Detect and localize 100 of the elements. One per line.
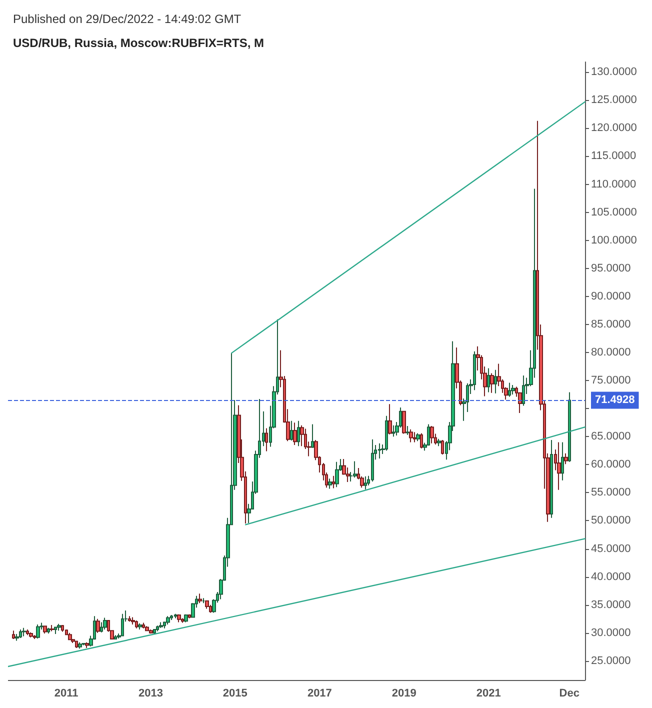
y-tick-label: 55.0000	[591, 486, 631, 499]
y-tick-label: 110.0000	[591, 178, 636, 190]
candlestick	[26, 629, 29, 636]
x-tick-label: 2013	[138, 688, 164, 700]
candlestick	[335, 461, 339, 488]
candlestick	[297, 420, 300, 447]
candlestick	[159, 622, 163, 628]
candlestick	[420, 432, 423, 449]
candlestick	[353, 460, 357, 478]
candlestick	[511, 384, 515, 396]
candlestick	[198, 593, 202, 604]
candlestick	[43, 625, 47, 634]
candlestick	[61, 624, 64, 632]
candlestick	[149, 629, 153, 634]
candlestick	[378, 442, 381, 459]
x-tick-label: 2011	[54, 688, 78, 700]
candlestick	[561, 442, 564, 481]
candlestick	[138, 622, 142, 630]
candlestick	[430, 425, 434, 444]
candlestick	[177, 614, 181, 623]
y-tick-label: 130.0000	[591, 66, 637, 78]
candlestick	[557, 442, 561, 490]
candlestick	[568, 392, 571, 462]
candlestick	[265, 428, 268, 452]
candlestick	[82, 642, 85, 646]
y-tick-label: 75.0000	[591, 374, 631, 387]
x-tick-label: 2019	[392, 688, 416, 700]
candlestick	[12, 630, 15, 640]
x-tick-label: Dec	[559, 688, 580, 700]
candlestick	[22, 627, 26, 637]
candlestick	[54, 626, 57, 635]
candlestick	[413, 432, 416, 443]
candlestick	[166, 616, 170, 625]
y-tick-label: 80.0000	[591, 346, 631, 358]
candlestick	[508, 382, 511, 398]
candlestick	[174, 613, 177, 619]
candlestick	[406, 425, 409, 436]
candlestick	[385, 415, 388, 452]
candlestick	[47, 627, 50, 634]
candlestick	[409, 428, 413, 443]
candlestick	[290, 420, 293, 442]
candlestick	[564, 452, 568, 465]
candlestick	[311, 424, 314, 448]
candlestick	[68, 632, 72, 641]
y-tick-label: 85.0000	[591, 318, 631, 330]
candlestick	[181, 618, 184, 624]
candlestick	[388, 404, 392, 435]
candlestick	[78, 642, 82, 650]
candlestick	[100, 622, 103, 633]
y-tick-label: 105.0000	[591, 206, 637, 218]
candlestick	[36, 624, 40, 639]
candlestick	[96, 618, 100, 634]
candlestick	[19, 629, 22, 638]
candlestick	[328, 478, 332, 490]
candlestick	[114, 634, 117, 640]
y-tick-label: 65.0000	[591, 430, 631, 443]
candlestick	[392, 424, 395, 438]
candlestick	[184, 614, 188, 623]
x-tick-label: 2015	[222, 688, 248, 700]
chart-title: USD/RUB, Russia, Moscow:RUBFIX=RTS, M	[13, 36, 264, 50]
candlestick	[473, 350, 476, 391]
candlestick	[50, 624, 54, 632]
y-tick-label: 30.0000	[591, 626, 631, 639]
y-tick-label: 25.0000	[591, 654, 631, 667]
candlestick	[550, 439, 553, 518]
candlestick	[128, 616, 131, 622]
candlestick	[332, 475, 335, 489]
candlestick	[487, 368, 490, 393]
y-tick-label: 115.0000	[591, 150, 636, 162]
candlestick	[145, 626, 149, 632]
candlestick	[131, 616, 135, 625]
y-tick-label: 40.0000	[591, 570, 631, 583]
candlestick	[75, 640, 78, 649]
y-tick-label: 100.0000	[591, 234, 637, 246]
candlestick	[427, 424, 430, 446]
candlestick	[156, 625, 159, 632]
candlestick	[29, 632, 33, 638]
x-tick-label: 2021	[476, 688, 501, 700]
candlestick	[437, 438, 441, 447]
candlestick	[402, 410, 406, 434]
candlestick	[490, 372, 494, 394]
y-tick-label: 95.0000	[591, 262, 631, 274]
candlestick	[153, 628, 156, 634]
candlestick	[494, 369, 497, 394]
candlestick	[522, 374, 525, 406]
candlestick	[121, 613, 124, 637]
y-tick-label: 90.0000	[591, 290, 631, 302]
x-tick-label: 2017	[307, 688, 332, 700]
y-tick-label: 125.0000	[591, 94, 637, 106]
y-tick-label: 120.0000	[591, 122, 637, 134]
candlestick	[15, 634, 19, 642]
chart-subtitle: Published on 29/Dec/2022 - 14:49:02 GMT	[13, 12, 242, 26]
candlestick	[103, 617, 107, 630]
candlestick	[142, 622, 145, 629]
candlestick	[202, 598, 205, 604]
candlestick	[293, 422, 297, 446]
candlestick	[300, 424, 304, 447]
y-tick-label: 45.0000	[591, 542, 631, 555]
y-tick-label: 50.0000	[591, 514, 631, 527]
y-tick-label: 60.0000	[591, 458, 631, 471]
